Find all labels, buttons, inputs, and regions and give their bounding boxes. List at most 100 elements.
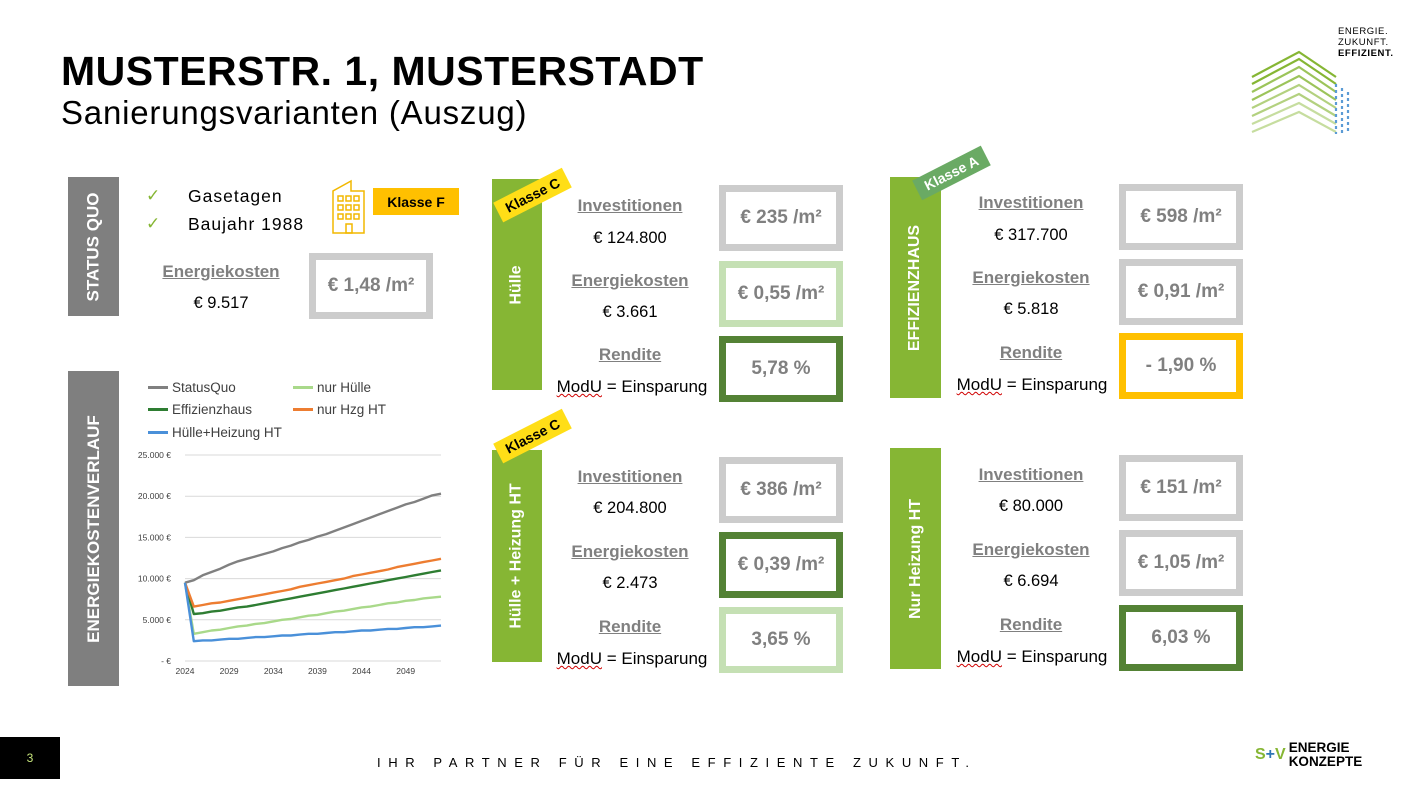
page-number: 3 [0,737,60,779]
x-tick-label: 2029 [220,666,239,676]
chart-plot: - € 5.000 € 10.000 € 15.000 € 20.000 € 25.000… [138,450,442,676]
rendite-label: Rendite [999,343,1063,362]
energiekosten-value: € 6.694 [1003,572,1059,590]
investitionen-label: Investitionen [978,193,1084,212]
modu-rest: = Einsparung [601,649,708,668]
modu-word: ModU [956,647,1002,666]
series-line-nur-hülle [183,582,442,635]
status-cost-box: € 1,48 /m² [309,253,433,319]
rendite-label: Rendite [598,345,662,364]
legend-swatch [148,431,168,434]
slogan-line-2: ZUKUNFT. [1338,37,1389,48]
legend-swatch [148,386,168,389]
legend-item: nur Hzg HT [293,402,386,417]
investitionen-value: € 317.700 [994,226,1068,244]
modu-text: ModU = Einsparung [547,649,717,669]
company-mark-v: V [1275,746,1286,763]
chart-section-label: ENERGIEKOSTENVERLAUF [83,414,103,643]
variant-bar-huelle-heizung: Hülle + Heizung HT [492,450,542,662]
energiekosten-value: € 3.661 [602,303,658,321]
status-quo-bar: STATUS QUO [68,177,119,316]
checklist-text: Gasetagen [188,185,283,206]
check-icon: ✓ [146,186,162,205]
energy-per-m2-box: € 0,39 /m² [719,532,843,598]
y-tick-label: 20.000 € [138,491,171,501]
energiekosten-value: € 5.818 [1003,300,1059,318]
rendite-label: Rendite [999,615,1063,634]
energiekosten-label: Energiekosten [571,542,689,561]
invest-per-m2-box: € 386 /m² [719,457,843,523]
legend-swatch [293,386,313,389]
energiekosten-label: Energiekosten [972,540,1090,559]
company-line-2: KONZEPTE [1288,754,1363,769]
company-line-1: ENERGIE [1288,740,1350,755]
slogan-line-1: ENERGIE. [1338,26,1389,37]
legend-swatch [293,408,313,411]
status-klasse-badge: Klasse F [373,188,459,215]
x-tick-label: 2024 [176,666,195,676]
modu-word: ModU [956,375,1002,394]
investitionen-value: € 80.000 [998,497,1064,515]
modu-rest: = Einsparung [601,377,708,396]
energy-cost-chart: StatusQuo nur Hülle Effizienzhaus nur Hz… [128,372,448,684]
x-tick-label: 2044 [352,666,371,676]
invest-per-m2-box: € 598 /m² [1119,184,1243,250]
modu-text: ModU = Einsparung [947,375,1117,395]
legend-label: Effizienzhaus [172,402,253,417]
variant-label: Hülle + Heizung HT [508,483,525,629]
rendite-box: 5,78 % [719,336,843,402]
rendite-label: Rendite [598,617,662,636]
y-tick-label: 5.000 € [143,615,172,625]
legend-label: nur Hülle [317,380,372,395]
company-mark-s: S [1255,746,1266,763]
legend-item: StatusQuo [148,380,236,395]
slogan-line-3: EFFIZIENT. [1338,48,1394,59]
modu-rest: = Einsparung [1001,375,1108,394]
series-line-nur-hzg-ht [183,557,442,608]
rendite-box: 6,03 % [1119,605,1243,671]
energiekosten-label: Energiekosten [972,268,1090,287]
variant-bar-nur-heizung: Nur Heizung HT [890,448,941,669]
page-title: MUSTERSTR. 1, MUSTERSTADT [61,48,704,94]
variant-bar-effizienzhaus: EFFIZIENZHAUS [890,177,941,398]
check-icon: ✓ [146,214,162,233]
chart-section-bar: ENERGIEKOSTENVERLAUF [68,371,119,686]
energiekosten-label: Energiekosten [162,262,280,281]
energiekosten-value: € 9.517 [193,294,249,312]
energy-per-m2-box: € 1,05 /m² [1119,530,1243,596]
modu-text: ModU = Einsparung [547,377,717,397]
modu-word: ModU [556,649,602,668]
x-tick-label: 2034 [264,666,283,676]
x-tick-label: 2039 [308,666,327,676]
energiekosten-label: Energiekosten [571,271,689,290]
invest-per-m2-box: € 235 /m² [719,185,843,251]
y-tick-label: 15.000 € [138,532,171,542]
brand-logo: ENERGIE. ZUKUNFT. EFFIZIENT. [1244,22,1394,140]
company-logo: S+V ENERGIE KONZEPTE [1255,741,1362,769]
page-subtitle: Sanierungsvarianten (Auszug) [61,94,528,131]
variant-label: EFFIZIENZHAUS [906,224,924,351]
energy-per-m2-box: € 0,91 /m² [1119,259,1243,325]
rendite-box: 3,65 % [719,607,843,673]
investitionen-value: € 204.800 [593,499,667,517]
invest-per-m2-box: € 151 /m² [1119,455,1243,521]
legend-item: Effizienzhaus [148,402,252,417]
investitionen-value: € 124.800 [593,229,667,247]
building-lines-icon [1251,50,1350,134]
modu-rest: = Einsparung [1001,647,1108,666]
investitionen-label: Investitionen [577,196,683,215]
series-line-statusquo [184,492,442,584]
status-checklist: ✓ Gasetagen ✓ Baujahr 1988 [146,182,304,238]
legend-item: nur Hülle [293,380,371,395]
y-tick-label: - € [161,656,171,666]
legend-item: Hülle+Heizung HT [148,425,282,440]
modu-word: ModU [556,377,602,396]
company-mark: S+V [1255,746,1286,764]
energy-per-m2-box: € 0,55 /m² [719,261,843,327]
company-mark-plus: + [1265,746,1276,763]
series-line-effizienzhaus [183,569,442,616]
variant-label: Hülle [508,264,525,305]
legend-label: Hülle+Heizung HT [172,425,282,440]
legend-swatch [148,408,168,411]
status-quo-label: STATUS QUO [83,192,103,301]
